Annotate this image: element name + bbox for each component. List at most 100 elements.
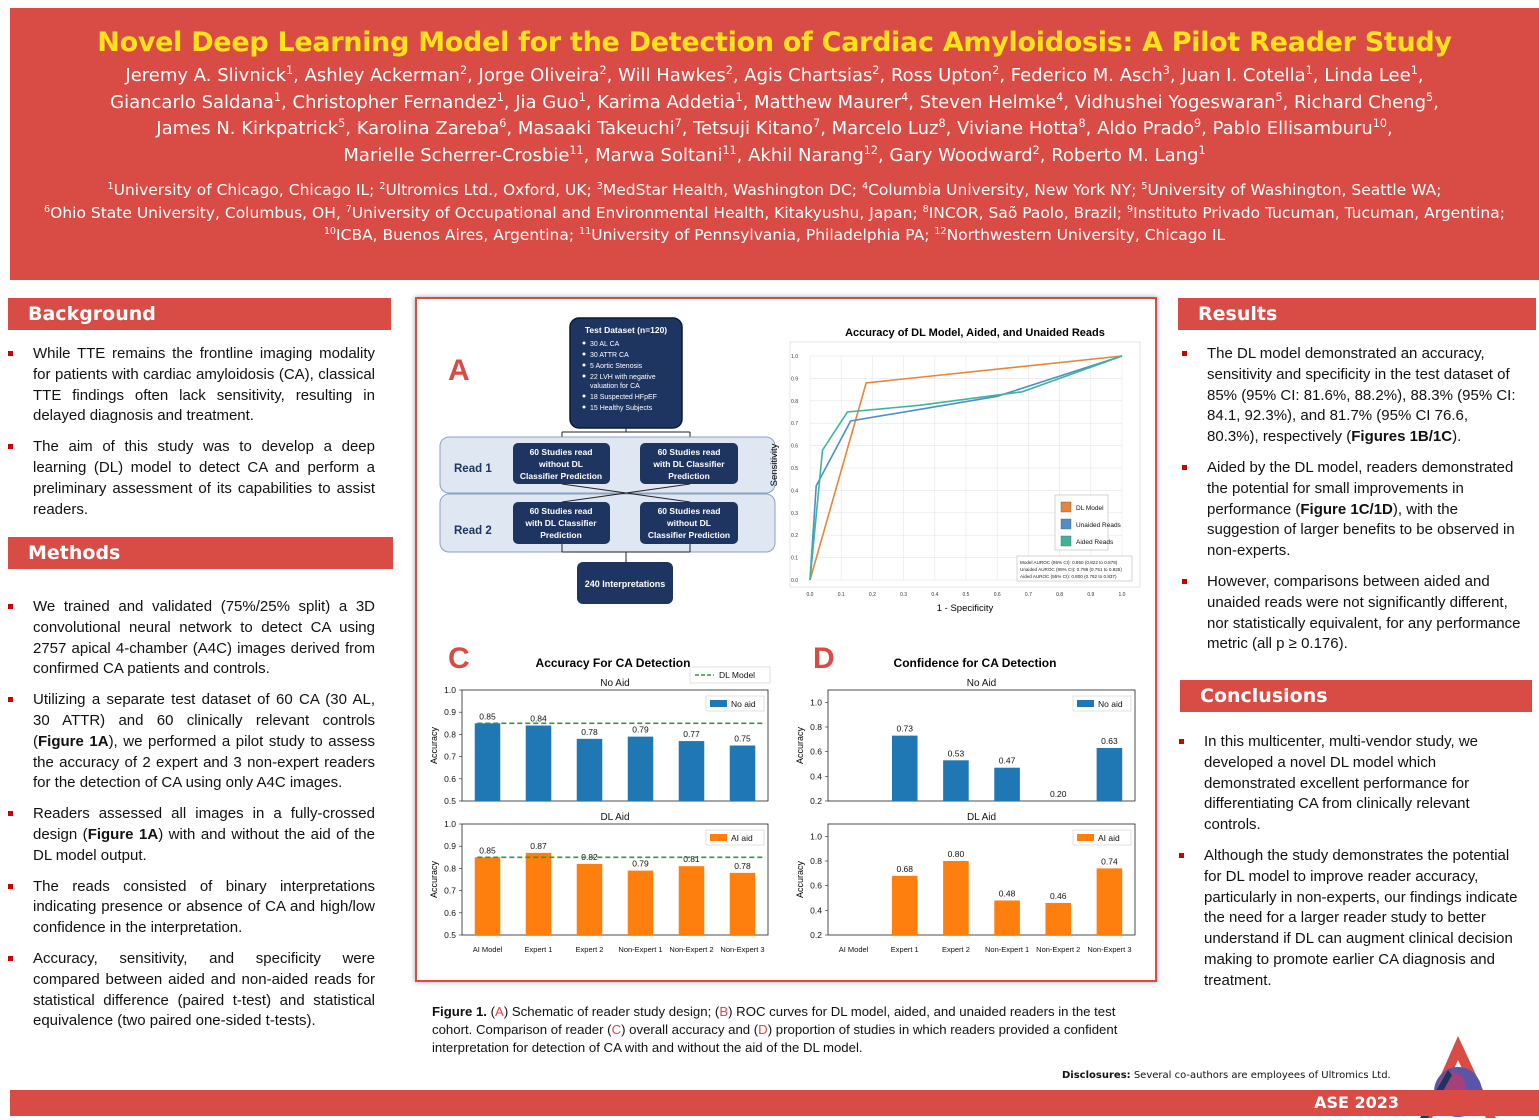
- bullet-text: We trained and validated (75%/25% split)…: [33, 598, 375, 678]
- dataset-item: 18 Suspected HFpEF: [590, 394, 657, 401]
- roc-xtick-label: 0.5: [963, 592, 970, 598]
- bar-ytick-label: 0.7: [444, 886, 456, 896]
- roc-auroc-text: Aided AUROC (95% CI): 0.800 (0.762 to 0.…: [1020, 574, 1117, 579]
- roc-xtick-label: 0.4: [931, 592, 938, 598]
- affiliation-number: 1: [107, 180, 114, 192]
- bar-legend-box: [1072, 695, 1132, 712]
- author-name: Aldo Prado: [1097, 118, 1194, 139]
- bullet-item: Readers assessed all images in a fully-c…: [8, 804, 375, 866]
- bullet-text: Utilizing a separate test dataset of 60 …: [33, 691, 375, 750]
- study-schematic: Test Dataset (n=120) 30 AL CA 30 ATTR CA 5…: [439, 317, 776, 604]
- caption-panel-ref: D: [758, 1022, 768, 1037]
- author-name: Ashley Ackerman: [304, 65, 460, 86]
- dataset-item: 22 LVH with negative: [590, 374, 656, 381]
- affiliation-number: 7: [345, 203, 352, 215]
- bullet-item: The reads consisted of binary interpreta…: [8, 877, 375, 939]
- bar-ytick-label: 0.6: [810, 881, 822, 891]
- bar-value-label: 0.79: [632, 859, 649, 869]
- roc-auroc-text: Unaided AUROC (95% CI): 0.788 (0.751 to …: [1020, 567, 1122, 572]
- panel-letter-d: D: [813, 642, 835, 675]
- bar-value-label: 0.75: [734, 734, 751, 744]
- author-affil-number: 6: [499, 117, 507, 130]
- bar-no-aid: [525, 725, 552, 801]
- bar-value-label: 0.46: [1050, 891, 1067, 901]
- bar-ai-aid: [474, 857, 501, 935]
- roc-line-unaided-reads: [809, 355, 1123, 581]
- author-name: Viviane Hotta: [957, 118, 1079, 139]
- affiliation-number: 12: [934, 225, 947, 237]
- bullet-text: ).: [1452, 428, 1462, 446]
- read-box-line: without DL: [666, 518, 711, 528]
- author-name: Marwa Soltani: [595, 144, 723, 166]
- affiliation-name: Ohio State University, Columbus, OH,: [50, 203, 346, 222]
- bar-value-label: 0.80: [948, 849, 965, 859]
- read-box-line: Classifier Prediction: [520, 471, 602, 481]
- author-name: Jia Guo: [515, 91, 579, 113]
- bullet-text: While TTE remains the frontline imaging …: [33, 345, 375, 425]
- bar-ytick-label: 0.5: [444, 930, 456, 940]
- bar-legend-swatch: [1077, 834, 1094, 841]
- affiliation-name: Instituto Privado Tucuman, Tucuman, Arge…: [1133, 203, 1505, 222]
- bullet-item: Utilizing a separate test dataset of 60 …: [8, 690, 375, 794]
- bullet-text: The reads consisted of binary interpreta…: [33, 877, 375, 937]
- author-affil-number: 5: [338, 117, 346, 130]
- bar-no-aid: [729, 745, 756, 801]
- background-list: While TTE remains the frontline imaging …: [8, 344, 375, 530]
- roc-ytick-label: 0.7: [791, 421, 798, 427]
- caption-text: (: [486, 1004, 496, 1019]
- bar-value-label: 0.53: [948, 748, 965, 758]
- bullet-text: The DL model demonstrated an accuracy, s…: [1207, 345, 1516, 446]
- roc-ylabel: Sensitivity: [769, 443, 780, 486]
- author-affil-number: 3: [1162, 64, 1170, 77]
- bar-value-label: 0.73: [896, 724, 913, 734]
- affiliation-number: 10: [323, 225, 337, 237]
- caption-text: ) ROC curves for DL model, aided, and un…: [432, 1004, 1116, 1037]
- affiliation-line: 1University of Chicago, Chicago IL; 2Ult…: [10, 179, 1539, 202]
- author-name: Richard Cheng: [1294, 91, 1427, 113]
- dataset-title: Test Dataset (n=120): [585, 325, 667, 335]
- roc-ytick-label: 0.6: [791, 444, 798, 450]
- author-affil-number: 1: [1305, 64, 1313, 77]
- bullet-text: Although the study demonstrates the pote…: [1204, 846, 1518, 989]
- author-name: Giancarlo Saldana: [110, 91, 274, 113]
- affiliation-number: 8: [922, 203, 929, 215]
- bar-ytick-label: 0.9: [444, 841, 456, 851]
- roc-chart: Accuracy of DL Model, Aided, and Unaided…: [769, 327, 1141, 614]
- poster-title: Novel Deep Learning Model for the Detect…: [97, 27, 1452, 58]
- bar-value-label: 0.47: [999, 756, 1016, 766]
- roc-ytick-label: 0.3: [791, 511, 798, 517]
- bar-category-label: Expert 1: [525, 945, 553, 954]
- roc-legend-swatch: [1060, 535, 1072, 547]
- dataset-item: 15 Healthy Subjects: [590, 405, 653, 412]
- author-name: Juan I. Cotella: [1181, 65, 1306, 86]
- bar-category-label: Expert 2: [576, 945, 604, 954]
- roc-xlabel: 1 - Specificity: [937, 603, 994, 614]
- roc-ytick-label: 0.0: [791, 578, 798, 584]
- bar-subtitle: DL Aid: [600, 812, 629, 823]
- roc-xtick-label: 0.9: [1087, 592, 1094, 598]
- affiliation-name: MedStar Health, Washington DC;: [602, 181, 862, 199]
- bar-ai-aid: [525, 852, 552, 935]
- author-name: Christopher Fernandez: [292, 91, 497, 113]
- dataset-item-cont: valuation for CA: [590, 383, 640, 390]
- bar-ytick-label: 0.7: [444, 752, 456, 762]
- results-heading: Results: [1178, 298, 1536, 330]
- bullet-text: Accuracy, sensitivity, and specificity w…: [33, 949, 375, 1030]
- bullet-item: Aided by the DL model, readers demonstra…: [1182, 458, 1522, 562]
- roc-xtick-label: 0.3: [900, 592, 907, 598]
- author-affil-number: 1: [496, 90, 504, 104]
- author-name: Steven Helmke: [919, 91, 1057, 113]
- figure-panel: A B C D Test Dataset (n=120) 30 AL CA30 …: [415, 297, 1157, 982]
- bar-ytick-label: 0.8: [810, 722, 822, 732]
- bar-ai-aid: [1045, 902, 1072, 935]
- bar-no-aid: [1096, 747, 1123, 801]
- bar-value-label: 0.74: [1101, 856, 1118, 866]
- bar-ytick-label: 0.4: [810, 905, 822, 915]
- bar-ai-aid: [678, 866, 705, 935]
- dataset-bullet: [582, 363, 586, 367]
- dataset-bullet: [582, 352, 586, 356]
- author-affil-number: 8: [1078, 117, 1086, 130]
- bar-category-label: AI Model: [473, 945, 503, 954]
- roc-ytick-label: 1.0: [791, 354, 798, 360]
- ref-legend-box: [689, 666, 771, 684]
